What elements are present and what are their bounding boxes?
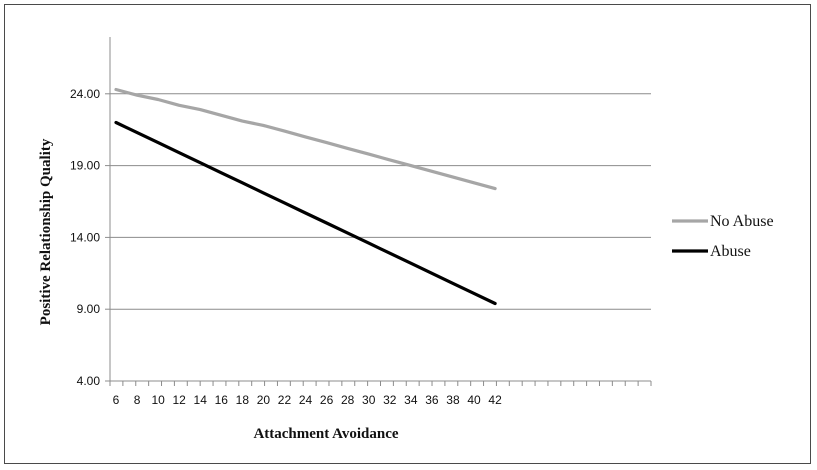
- x-tick-label: 38: [446, 393, 460, 407]
- gridlines: [110, 93, 651, 310]
- series-line-no-abuse: [114, 87, 497, 191]
- x-tick-label: 36: [425, 393, 439, 407]
- series-lines: [114, 87, 497, 306]
- y-tick-label: 19.00: [70, 159, 100, 173]
- x-tick-label: 20: [257, 393, 271, 407]
- x-tick-label: 12: [173, 393, 187, 407]
- x-tick-label: 30: [362, 393, 376, 407]
- y-axis-title: Positive Relationship Quality: [38, 138, 54, 325]
- y-tick-label: 24.00: [70, 87, 100, 101]
- series-line-abuse: [114, 120, 497, 306]
- x-tick-label: 22: [278, 393, 292, 407]
- x-tick-label: 6: [113, 393, 120, 407]
- x-tick-label: 18: [236, 393, 250, 407]
- x-tick-label: 32: [383, 393, 397, 407]
- x-tick-label: 40: [467, 393, 481, 407]
- legend-label: No Abuse: [710, 213, 774, 230]
- chart-frame: [4, 4, 811, 464]
- axes: [105, 37, 652, 386]
- x-tick-label: 26: [320, 393, 334, 407]
- x-axis-title: Attachment Avoidance: [253, 426, 398, 442]
- x-tick-label: 14: [194, 393, 208, 407]
- y-tick-label: 4.00: [77, 374, 101, 388]
- y-tick-label: 9.00: [77, 302, 101, 316]
- legend-label: Abuse: [710, 243, 751, 260]
- y-tick-label: 14.00: [70, 230, 100, 244]
- x-tick-labels: 6 8 10 12 14 16 18 20 22 24 26 28 30 32 34 36 38 40 42: [113, 393, 502, 407]
- x-tick-label: 34: [404, 393, 418, 407]
- x-tick-label: 10: [151, 393, 165, 407]
- x-tick-label: 8: [134, 393, 141, 407]
- y-tick-labels: 4.00 9.00 14.00 19.00 24.00: [70, 87, 100, 388]
- x-tick-label: 28: [341, 393, 355, 407]
- x-tick-label: 24: [299, 393, 313, 407]
- legend: No Abuse Abuse: [672, 213, 774, 260]
- x-tick-label: 16: [215, 393, 229, 407]
- x-tick-label: 42: [488, 393, 502, 407]
